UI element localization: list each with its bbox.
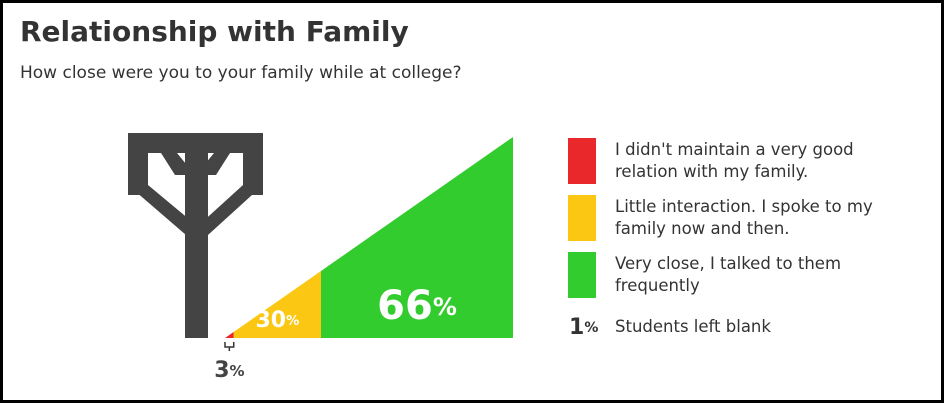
triangle-segment: [225, 331, 234, 338]
chart: Relationship with Family How close were …: [20, 15, 598, 383]
chart-title: Relationship with Family: [20, 15, 409, 48]
legend-label: Very close, I talked to them frequently: [615, 254, 842, 295]
triangle-segment: [321, 137, 513, 338]
bracket: [224, 342, 235, 351]
blank-label: Students left blank: [615, 317, 771, 336]
legend-label: Little interaction. I spoke to my family…: [615, 197, 873, 238]
legend-label: I didn't maintain a very good relation w…: [615, 140, 854, 181]
triangle-segment: [233, 271, 321, 338]
value-label: 66%: [377, 283, 457, 329]
legend-swatch: [568, 138, 596, 184]
chart-subtitle: How close were you to your family while …: [20, 63, 462, 83]
blank-value-label: 1%: [569, 315, 598, 340]
value-label: 3%: [214, 358, 244, 383]
antenna-icon: [128, 133, 263, 338]
legend-swatch: [568, 252, 596, 298]
value-label: 30%: [255, 308, 299, 333]
legend-swatch: [568, 195, 596, 241]
